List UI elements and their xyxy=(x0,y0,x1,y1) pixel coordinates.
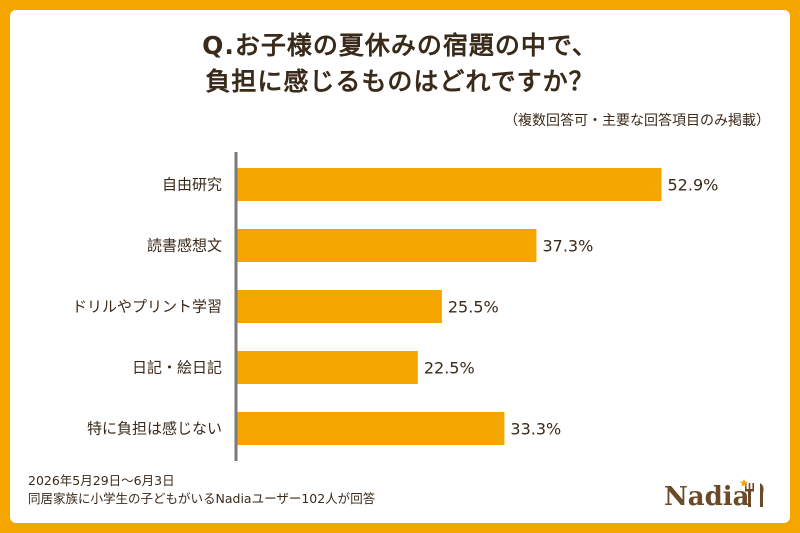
category-label: 自由研究 xyxy=(162,176,222,194)
nadia-logo-text: Nadia xyxy=(664,482,750,511)
knife-icon xyxy=(760,483,764,507)
bar xyxy=(237,229,537,262)
nadia-logo: Nadia xyxy=(664,479,764,511)
survey-date: 2026年5月29日～6月3日 xyxy=(28,473,175,488)
value-label: 22.5% xyxy=(424,359,475,378)
fork-icon xyxy=(745,483,754,507)
survey-footer: 2026年5月29日～6月3日 同居家族に小学生の子どもがいるNadiaユーザー… xyxy=(28,472,375,508)
chart-title-line-2: 負担に感じるものはどれですか？ xyxy=(205,67,595,96)
survey-sample: 同居家族に小学生の子どもがいるNadiaユーザー102人が回答 xyxy=(28,491,376,506)
category-label: 特に負担は感じない xyxy=(87,420,222,438)
bar xyxy=(237,290,442,323)
category-label: 日記・絵日記 xyxy=(132,359,222,377)
category-label: ドリルやプリント学習 xyxy=(72,298,222,316)
chart-title: Q.お子様の夏休みの宿題の中で、 負担に感じるものはどれですか？ xyxy=(0,28,800,100)
star-icon xyxy=(740,479,748,487)
value-label: 37.3% xyxy=(542,237,593,256)
bar xyxy=(237,351,418,384)
value-label: 25.5% xyxy=(448,298,499,317)
chart-title-line-1: Q.お子様の夏休みの宿題の中で、 xyxy=(202,31,598,60)
bar xyxy=(237,168,662,201)
value-label: 33.3% xyxy=(510,420,561,439)
value-label: 52.9% xyxy=(668,176,719,195)
chart-note: （複数回答可・主要な回答項目のみ掲載） xyxy=(504,113,770,129)
bar xyxy=(237,412,505,445)
category-label: 読書感想文 xyxy=(147,237,222,255)
